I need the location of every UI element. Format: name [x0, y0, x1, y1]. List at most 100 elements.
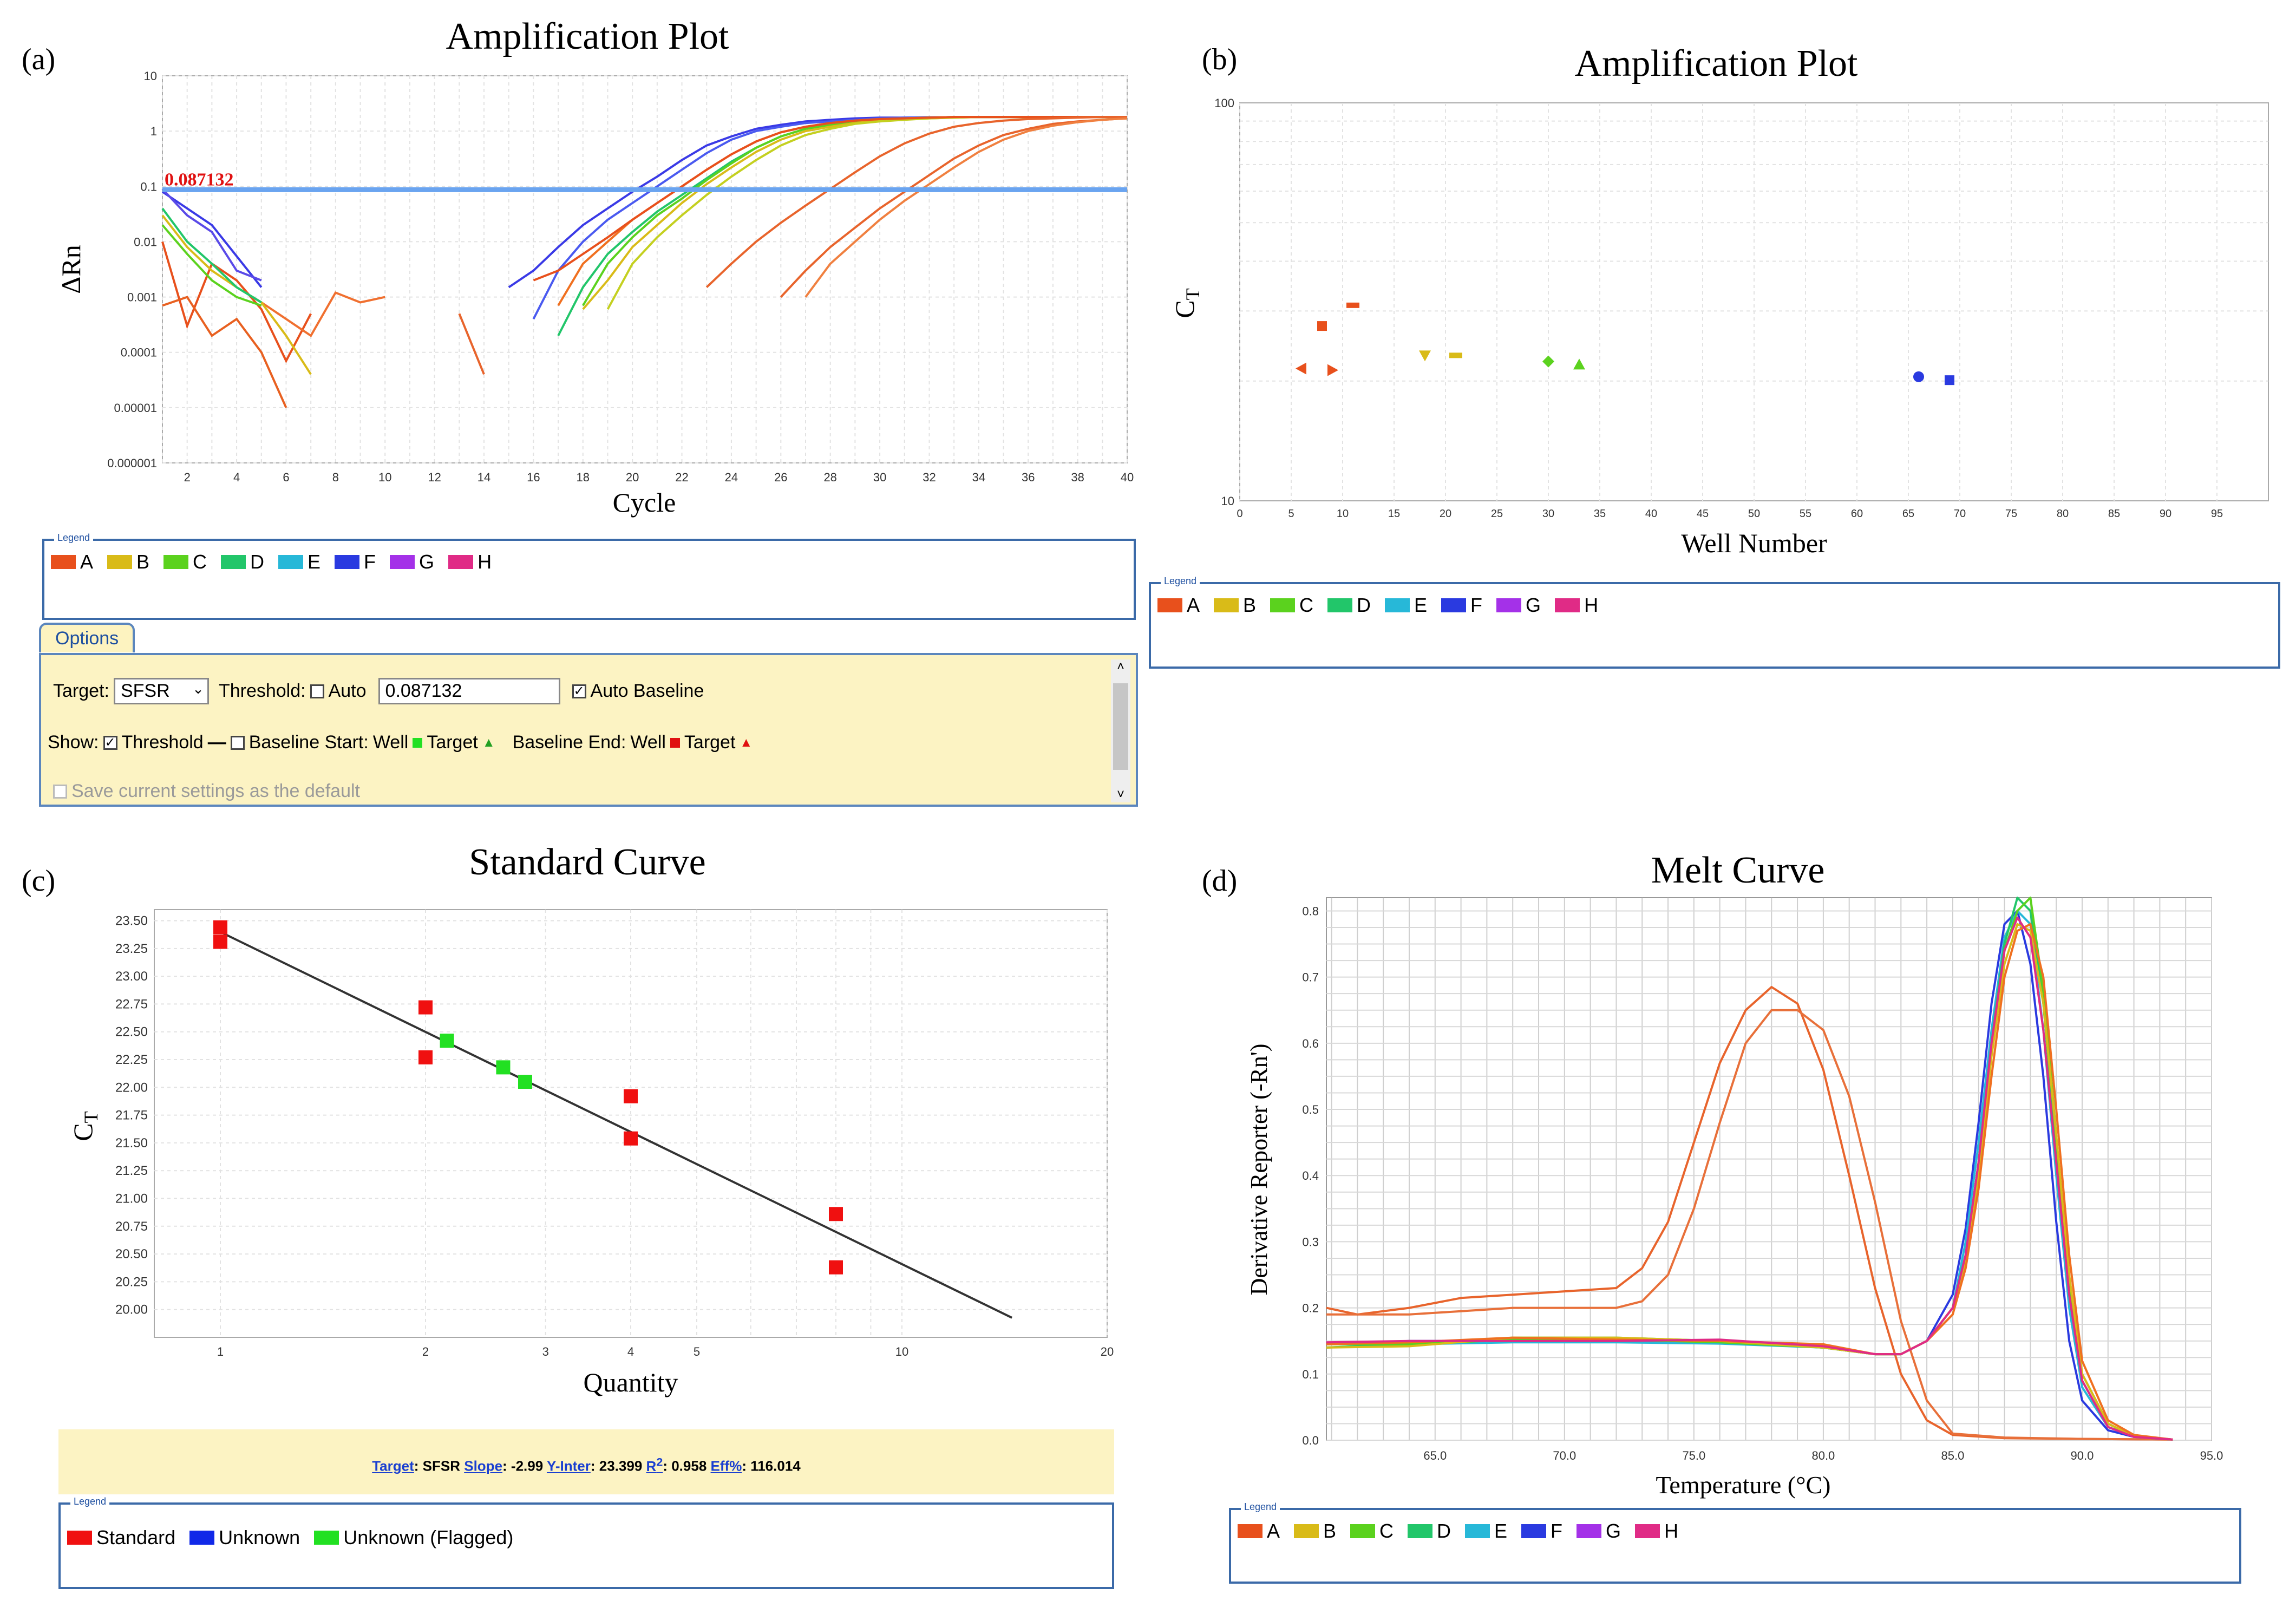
data-point: [1449, 352, 1462, 358]
well-legend-label: H: [1664, 1520, 1678, 1543]
well-legend-swatch: [1465, 1524, 1490, 1538]
x-tick-label: 70: [1954, 508, 1966, 520]
standard-legend-item-unknown-flagged-[interactable]: Unknown (Flagged): [314, 1526, 513, 1549]
y-tick-label: 22.50: [115, 1025, 148, 1040]
well-legend-item-d[interactable]: D: [1327, 594, 1371, 617]
well-legend-item-h[interactable]: H: [1635, 1520, 1678, 1543]
well-legend-item-h[interactable]: H: [1555, 594, 1598, 617]
x-tick-label: 15: [1388, 508, 1400, 520]
well-legend-label: E: [308, 551, 320, 573]
y-inter-link[interactable]: Y-Inter: [547, 1458, 591, 1474]
target-select-value: SFSR: [121, 681, 170, 701]
well-legend-swatch: [448, 555, 473, 569]
well-legend-item-e[interactable]: E: [1465, 1520, 1507, 1543]
well-legend-label: F: [1470, 594, 1482, 617]
well-legend-label: A: [1187, 594, 1200, 617]
well-legend-swatch: [1441, 598, 1466, 612]
x-tick-label: 4: [627, 1345, 634, 1358]
well-legend-item-a[interactable]: A: [51, 551, 93, 573]
well-legend-swatch: [221, 555, 246, 569]
well-legend-item-a[interactable]: A: [1157, 594, 1200, 617]
data-point-standard: [213, 935, 227, 949]
y-axis-label: ΔRn: [56, 245, 86, 294]
y-tick-label: 0.2: [1302, 1302, 1319, 1315]
standard-legend-swatch: [314, 1531, 339, 1545]
target-link[interactable]: Target: [372, 1458, 414, 1474]
slope-link[interactable]: Slope: [464, 1458, 502, 1474]
well-legend-item-d[interactable]: D: [221, 551, 264, 573]
x-tick-label: 85: [2108, 508, 2120, 520]
y-tick-label: 21.50: [115, 1136, 148, 1151]
auto-threshold-checkbox[interactable]: [310, 684, 324, 698]
well-legend-swatch: [1238, 1524, 1263, 1538]
well-legend-item-f[interactable]: F: [1521, 1520, 1562, 1543]
data-point-standard: [418, 1050, 433, 1064]
eff-link[interactable]: Eff%: [711, 1458, 742, 1474]
x-tick-label: 70.0: [1553, 1449, 1576, 1462]
legend-title: Legend: [70, 1496, 109, 1507]
legend-b: Legend A B C D E F G H: [1149, 582, 2280, 669]
x-tick-label: 35: [1594, 508, 1606, 520]
y-axis-label: CT: [1169, 288, 1203, 318]
well-legend-item-d[interactable]: D: [1408, 1520, 1451, 1543]
well-legend-item-g[interactable]: G: [1577, 1520, 1621, 1543]
show-threshold-checkbox[interactable]: ✓: [103, 736, 117, 750]
r2-label: R: [646, 1458, 657, 1474]
well-legend-label: D: [1357, 594, 1371, 617]
scrollbar-thumb[interactable]: [1113, 683, 1128, 770]
data-point: [1317, 321, 1327, 331]
target-select[interactable]: SFSR ⌄: [114, 678, 209, 704]
y-tick-label: 1: [151, 125, 157, 138]
well-legend-item-c[interactable]: C: [1350, 1520, 1394, 1543]
well-legend-item-g[interactable]: G: [1496, 594, 1541, 617]
scroll-up-icon[interactable]: ˄: [1111, 659, 1130, 675]
standard-curve-stats: Target: SFSR Slope: -2.99 Y-Inter: 23.39…: [58, 1429, 1114, 1494]
green-triangle-icon: ▲: [482, 735, 495, 750]
well-legend-item-b[interactable]: B: [1214, 594, 1256, 617]
well-legend-item-g[interactable]: G: [390, 551, 434, 573]
well-legend-item-f[interactable]: F: [335, 551, 376, 573]
x-tick-label: 75: [2005, 508, 2017, 520]
y-tick-label: 10: [1221, 494, 1234, 508]
well-legend-item-f[interactable]: F: [1441, 594, 1482, 617]
standard-legend-swatch: [67, 1531, 92, 1545]
options-scrollbar[interactable]: ˄ ˅: [1111, 659, 1130, 802]
well-legend-item-b[interactable]: B: [107, 551, 149, 573]
y-tick-label: 21.25: [115, 1164, 148, 1178]
standard-legend-item-unknown[interactable]: Unknown: [189, 1526, 300, 1549]
y-tick-label: 0.3: [1302, 1235, 1319, 1249]
x-axis-label: Cycle: [613, 487, 676, 518]
save-default-checkbox[interactable]: [53, 785, 67, 799]
x-tick-label: 22: [675, 471, 688, 484]
well-legend-item-b[interactable]: B: [1294, 1520, 1336, 1543]
x-tick-label: 28: [823, 471, 836, 484]
options-panel: Options Target: SFSR ⌄ Threshold: Auto 0…: [39, 623, 1138, 807]
scroll-down-icon[interactable]: ˅: [1111, 787, 1130, 802]
data-point: [1346, 303, 1359, 308]
well-legend-item-h[interactable]: H: [448, 551, 492, 573]
well-legend-item-e[interactable]: E: [278, 551, 320, 573]
well-legend-label: C: [1379, 1520, 1394, 1543]
r2-link[interactable]: R2: [646, 1458, 663, 1474]
well-legend-swatch: [1635, 1524, 1660, 1538]
well-legend-item-a[interactable]: A: [1238, 1520, 1280, 1543]
auto-baseline-checkbox[interactable]: ✓: [572, 684, 586, 698]
x-tick-label: 32: [923, 471, 936, 484]
show-row: Show: ✓ Threshold — Baseline Start: Well…: [48, 732, 753, 753]
options-tab[interactable]: Options: [39, 623, 135, 652]
x-axis-label: Quantity: [584, 1367, 678, 1397]
standard-legend-item-standard[interactable]: Standard: [67, 1526, 175, 1549]
well-label-end: Well: [630, 732, 666, 753]
well-legend-item-c[interactable]: C: [1270, 594, 1313, 617]
standard-legend-label: Unknown (Flagged): [343, 1526, 513, 1549]
auto-baseline-label: Auto Baseline: [591, 681, 704, 702]
threshold-input[interactable]: 0.087132: [378, 678, 560, 704]
data-point: [1945, 375, 1954, 385]
well-legend-item-e[interactable]: E: [1385, 594, 1427, 617]
y-tick-label: 0.8: [1302, 904, 1319, 918]
well-legend-label: D: [250, 551, 264, 573]
well-legend-label: C: [1299, 594, 1313, 617]
well-legend-label: B: [136, 551, 149, 573]
baseline-start-checkbox[interactable]: [231, 736, 245, 750]
well-legend-item-c[interactable]: C: [163, 551, 207, 573]
